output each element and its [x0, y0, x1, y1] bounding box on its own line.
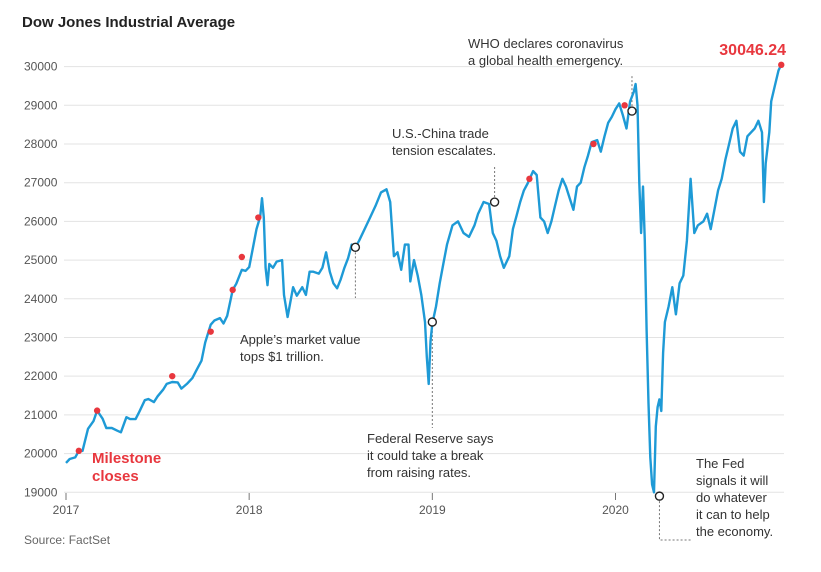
- annotation-1-line-2: from raising rates.: [367, 465, 471, 480]
- y-tick-label-28000: 28000: [24, 137, 58, 151]
- y-tick-label-19000: 19000: [24, 485, 58, 499]
- event-markers: [350, 106, 665, 501]
- x-axis-ticks: 2017 2018 2019 2020: [53, 493, 629, 517]
- y-tick-label-20000: 20000: [24, 447, 58, 461]
- y-tick-label-30000: 30000: [24, 60, 58, 74]
- milestone-point-4: [229, 286, 236, 294]
- y-tick-label-25000: 25000: [24, 253, 58, 267]
- milestone-point-8: [590, 140, 597, 148]
- event-marker-4: [654, 491, 665, 501]
- dow-jones-series-line: [65, 64, 783, 494]
- annotation-2: U.S.-China trade tension escalates.: [392, 126, 496, 158]
- x-tick-label-2019: 2019: [419, 503, 446, 517]
- annotation-4-line-3: it can to help: [696, 507, 770, 522]
- grid-lines: [64, 66, 784, 493]
- milestone-points: [75, 61, 785, 455]
- annotation-3-line-1: a global health emergency.: [468, 53, 623, 68]
- annotations: Apple’s market value tops $1 trillion. Fed…: [240, 36, 773, 539]
- milestone-point-3: [207, 328, 214, 335]
- annotation-leader-4: [658, 501, 692, 541]
- annotation-0-line-0: Apple’s market value: [240, 332, 360, 347]
- annotation-0: Apple’s market value tops $1 trillion.: [240, 332, 360, 364]
- milestone-point-1: [93, 407, 101, 414]
- annotation-4: The Fed signals it will do whatever it can …: [696, 456, 773, 539]
- event-marker-2: [489, 197, 500, 207]
- y-tick-label-21000: 21000: [24, 408, 58, 422]
- event-marker-0: [350, 242, 361, 253]
- annotation-4-line-4: the economy.: [696, 524, 773, 539]
- annotation-2-line-1: tension escalates.: [392, 143, 496, 158]
- annotation-4-line-1: signals it will: [696, 473, 768, 488]
- event-marker-3: [627, 106, 637, 116]
- milestone-label-line-1: closes: [92, 468, 139, 485]
- annotation-3: WHO declares coronavirus a global health …: [468, 36, 624, 68]
- y-axis-ticks: 30000 29000 28000 27000 26000 25000 24000 23000…: [24, 60, 58, 500]
- annotation-3-line-0: WHO declares coronavirus: [468, 36, 624, 51]
- milestone-point-6: [255, 214, 262, 221]
- x-tick-label-2017: 2017: [53, 503, 80, 517]
- y-tick-label-27000: 27000: [24, 176, 58, 190]
- milestone-label-line-0: Milestone: [92, 450, 161, 467]
- y-tick-label-22000: 22000: [24, 369, 58, 383]
- milestone-point-5: [238, 253, 246, 261]
- milestone-point-10: [778, 61, 785, 69]
- milestone-point-2: [169, 372, 176, 380]
- source-label: Source: FactSet: [24, 533, 111, 547]
- milestone-closes-label: Milestone closes: [92, 450, 161, 485]
- y-tick-label-29000: 29000: [24, 98, 58, 112]
- annotation-0-line-1: tops $1 trillion.: [240, 349, 324, 364]
- chart-title: Dow Jones Industrial Average: [22, 14, 235, 31]
- x-tick-label-2020: 2020: [602, 503, 629, 517]
- x-tick-label-2018: 2018: [236, 503, 263, 517]
- annotation-1-line-1: it could take a break: [367, 448, 484, 463]
- annotation-4-line-2: do whatever: [696, 490, 767, 505]
- annotation-1: Federal Reserve says it could take a brea…: [367, 431, 494, 480]
- y-tick-label-24000: 24000: [24, 292, 58, 306]
- y-tick-label-26000: 26000: [24, 214, 58, 228]
- milestone-point-9: [621, 102, 628, 109]
- last-value-label: 30046.24: [719, 42, 786, 59]
- annotation-leaders: [354, 76, 692, 541]
- milestone-point-0: [75, 447, 83, 455]
- annotation-1-line-0: Federal Reserve says: [367, 431, 494, 446]
- milestone-point-7: [526, 175, 533, 183]
- annotation-4-line-0: The Fed: [696, 456, 744, 471]
- event-marker-1: [427, 317, 438, 327]
- annotation-2-line-0: U.S.-China trade: [392, 126, 489, 141]
- y-tick-label-23000: 23000: [24, 330, 58, 344]
